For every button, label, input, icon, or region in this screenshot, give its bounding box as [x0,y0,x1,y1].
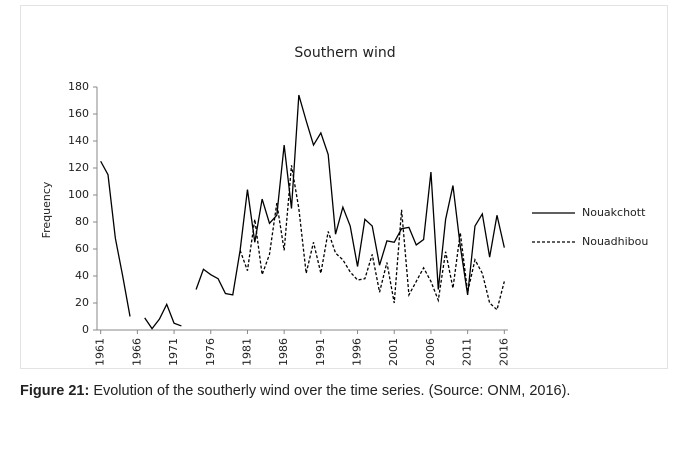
series-line [239,165,505,311]
x-tick-label: 2016 [497,338,510,366]
x-tick-label: 1971 [167,338,180,366]
y-tick-label: 60 [75,242,89,255]
y-tick-label: 120 [68,161,89,174]
y-tick-label: 180 [68,80,89,93]
x-tick-label: 1991 [314,338,327,366]
chart-frame [20,5,668,369]
x-tick-label: 2001 [387,338,400,366]
y-tick-label: 100 [68,188,89,201]
y-tick-label: 160 [68,107,89,120]
caption: Figure 21: Evolution of the southerly wi… [20,380,660,402]
caption-label: Figure 21: [20,383,90,399]
y-tick-label: 140 [68,134,89,147]
x-tick-label: 1981 [240,338,253,366]
y-tick-label: 80 [75,215,89,228]
x-tick-label: 1986 [277,338,290,366]
x-tick-label: 1976 [204,338,217,366]
series-line [100,94,505,330]
caption-text: Evolution of the southerly wind over the… [89,383,571,399]
legend-label: Nouakchott [582,206,646,219]
y-tick-label: 0 [82,323,89,336]
x-tick-label: 2011 [461,338,474,366]
y-tick-label: 40 [75,269,89,282]
x-tick-label: 1961 [94,338,107,366]
legend-label: Nouadhibou [582,235,648,248]
chart: Southern wind Frequency 0 20 40 60 80 100 120 1… [40,45,648,366]
y-tick-label: 20 [75,296,89,309]
x-tick-label: 1966 [130,338,143,366]
x-tick-label: 1996 [351,338,364,366]
chart-title: Southern wind [294,45,395,61]
y-axis-label: Frequency [40,181,53,238]
x-tick-label: 2006 [424,338,437,366]
